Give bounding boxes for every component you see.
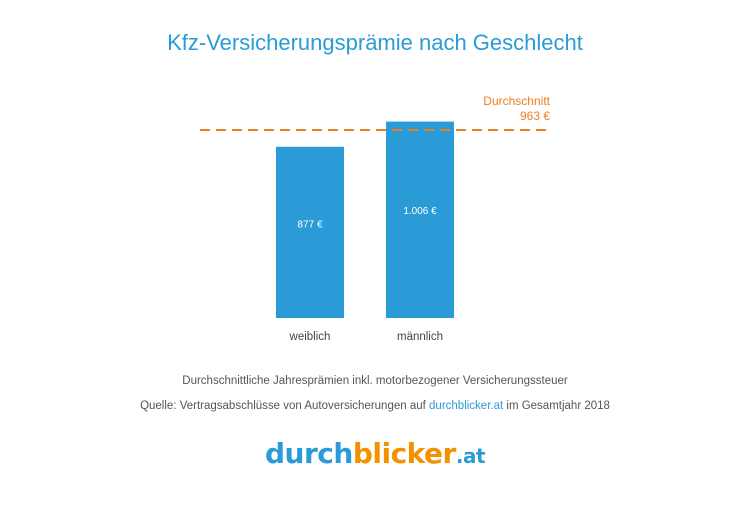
bar-chart: 877 € weiblich 1.006 € männlich Durchschnit… bbox=[200, 94, 551, 343]
category-label: männlich bbox=[397, 331, 443, 343]
bar-weiblich bbox=[276, 146, 344, 318]
source-link[interactable]: durchblicker.at bbox=[429, 400, 504, 412]
footnote-source: Quelle: Vertragsabschlüsse von Autoversi… bbox=[0, 400, 750, 412]
bar-value-label: 877 € bbox=[297, 219, 322, 230]
source-prefix: Quelle: Vertragsabschlüsse von Autoversi… bbox=[140, 400, 430, 412]
average-label: Durchschnitt bbox=[483, 94, 550, 108]
average-value-label: 963 € bbox=[520, 109, 550, 123]
chart-title: Kfz-Versicherungsprämie nach Geschlecht bbox=[167, 30, 583, 55]
bar-value-label: 1.006 € bbox=[403, 206, 437, 217]
durchblicker-logo: durchblicker.at bbox=[265, 437, 486, 470]
source-suffix: im Gesamtjahr 2018 bbox=[503, 400, 610, 412]
category-label: weiblich bbox=[289, 331, 331, 343]
bar-männlich bbox=[386, 121, 454, 318]
footnote-premiums: Durchschnittliche Jahresprämien inkl. mo… bbox=[182, 375, 568, 387]
